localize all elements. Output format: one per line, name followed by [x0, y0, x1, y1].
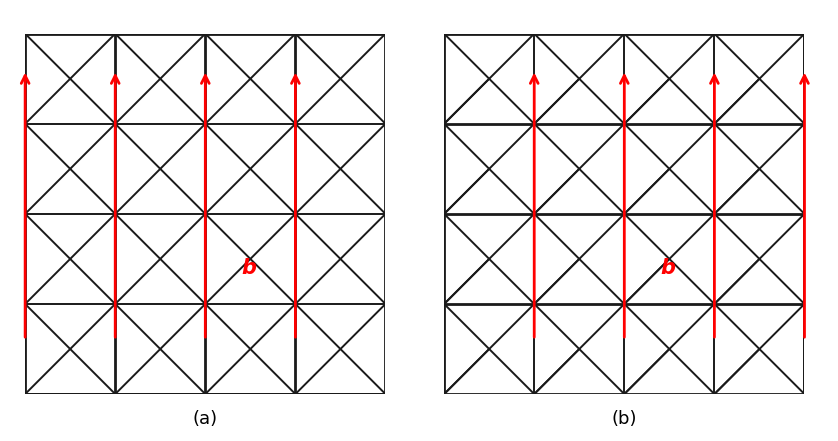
- Text: b: b: [660, 258, 675, 278]
- Text: (a): (a): [193, 410, 218, 428]
- Text: b: b: [241, 258, 256, 278]
- Text: (b): (b): [612, 410, 637, 428]
